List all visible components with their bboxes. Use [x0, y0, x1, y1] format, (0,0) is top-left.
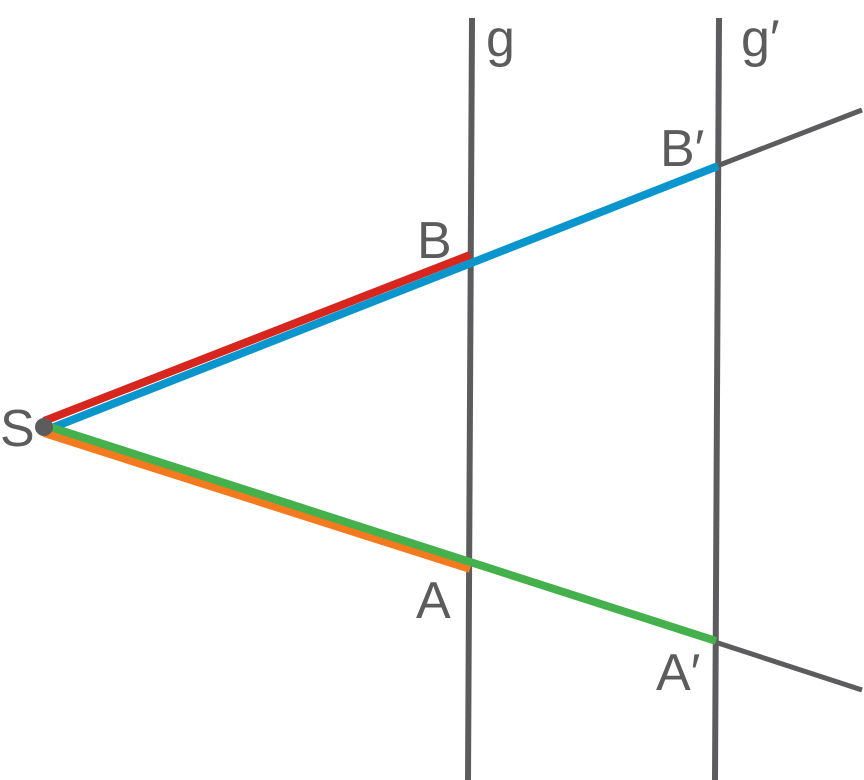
- label-g-prime: g′: [741, 10, 780, 68]
- label-S: S: [0, 400, 35, 458]
- line-g-prime: [712, 17, 722, 780]
- label-B: B: [417, 212, 452, 270]
- label-A-prime: A′: [656, 644, 700, 702]
- label-g: g: [486, 10, 515, 68]
- ray-lower-extension: [714, 639, 863, 693]
- label-B-prime: B′: [660, 120, 704, 178]
- segment-SBprime-blue: [42, 162, 720, 435]
- ray-upper-extension: [716, 107, 863, 169]
- label-A: A: [416, 572, 451, 630]
- segment-SA-orange: [42, 429, 472, 573]
- point-S: [35, 418, 53, 436]
- segment-SAprime-green: [42, 421, 718, 645]
- segment-SB-red: [42, 251, 472, 425]
- line-g: [465, 17, 475, 780]
